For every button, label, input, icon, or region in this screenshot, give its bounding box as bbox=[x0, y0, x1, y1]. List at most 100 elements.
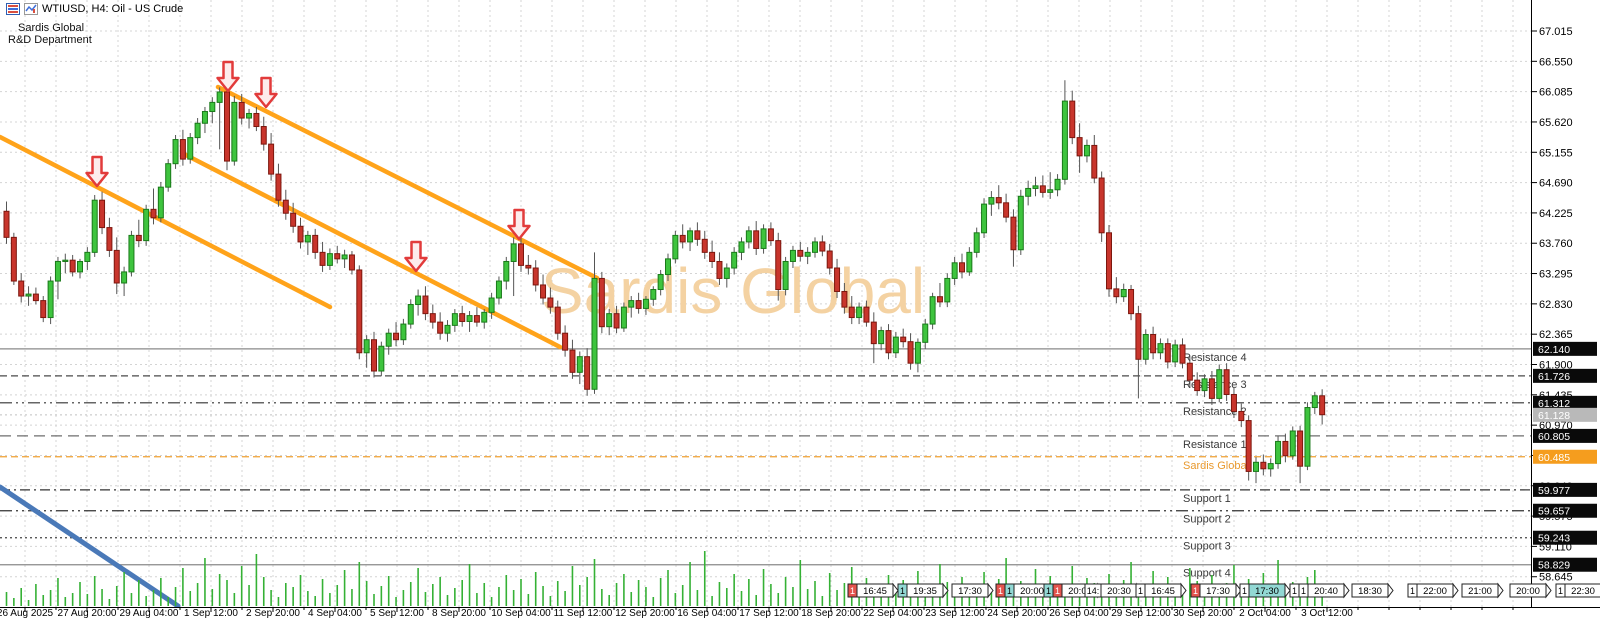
candle-body bbox=[650, 289, 657, 300]
candle-body bbox=[1098, 177, 1105, 234]
candle-body bbox=[143, 208, 150, 242]
candle-body bbox=[562, 332, 569, 351]
candle-body bbox=[32, 293, 39, 302]
orange-trendline-1[interactable] bbox=[215, 84, 600, 281]
candle-body bbox=[1260, 461, 1267, 470]
orange-trendline-0[interactable] bbox=[0, 134, 333, 310]
down-arrow-icon[interactable] bbox=[404, 240, 428, 273]
candle-body bbox=[62, 259, 69, 262]
price-level-value: 61.726 bbox=[1538, 371, 1570, 383]
date-label: 22 Sep 04:00 bbox=[863, 608, 923, 618]
candle-body bbox=[642, 298, 649, 309]
date-label: 11 Sep 12:00 bbox=[554, 608, 613, 618]
date-label: 8 Sep 20:00 bbox=[432, 608, 486, 618]
candle-body bbox=[422, 295, 429, 315]
date-label: 2 Sep 20:00 bbox=[246, 608, 300, 618]
candle-body bbox=[657, 274, 664, 291]
candle-body bbox=[238, 101, 245, 119]
candle-body bbox=[731, 251, 738, 269]
candle-body bbox=[99, 199, 106, 229]
time-flag[interactable]: 1 16:45 bbox=[1135, 582, 1187, 599]
svg-text:21:00: 21:00 bbox=[1468, 586, 1492, 597]
candle-body bbox=[157, 186, 164, 219]
candle-body bbox=[91, 199, 98, 253]
candle-body bbox=[407, 304, 414, 325]
price-tick-label: 66.085 bbox=[1539, 87, 1573, 99]
time-flag[interactable]: 20:00 bbox=[1509, 582, 1552, 599]
candle-body bbox=[341, 254, 348, 260]
time-flag[interactable]: 1 22:00 bbox=[1407, 582, 1459, 599]
price-level-value: 59.977 bbox=[1538, 485, 1570, 497]
candle-body bbox=[1194, 379, 1201, 392]
candle-body bbox=[1319, 395, 1326, 416]
candle-body bbox=[1245, 420, 1252, 472]
candle-body bbox=[1025, 187, 1032, 197]
time-axis-ticks: 26 Aug 2025 27 Aug 20:00 29 Aug 04:00 1 Sep… bbox=[0, 607, 1514, 618]
candle-body bbox=[856, 306, 863, 319]
sr-label: Resistance 2 bbox=[1183, 406, 1247, 418]
time-flag[interactable]: 17:30 bbox=[951, 582, 994, 599]
ohlc-table-icon[interactable] bbox=[6, 3, 20, 15]
candle-body bbox=[451, 313, 458, 326]
candle-body bbox=[584, 356, 591, 390]
candle-body bbox=[1223, 369, 1230, 395]
time-flag[interactable]: 1 16:45 bbox=[847, 582, 899, 599]
candle-body bbox=[1289, 430, 1296, 457]
candle-body bbox=[628, 300, 635, 308]
candle-body bbox=[415, 295, 422, 306]
svg-text:18:30: 18:30 bbox=[1358, 586, 1382, 597]
time-flag[interactable]: 21:00 bbox=[1461, 582, 1504, 599]
candle-body bbox=[988, 197, 995, 205]
svg-text:14:: 14: bbox=[1087, 586, 1100, 596]
chart-page-icon[interactable] bbox=[24, 3, 38, 15]
svg-text:17:30: 17:30 bbox=[1255, 586, 1279, 597]
candle-body bbox=[1282, 440, 1289, 457]
candle-body bbox=[569, 349, 576, 373]
candle-body bbox=[598, 277, 605, 328]
candle-body bbox=[532, 267, 539, 286]
down-arrow-icon[interactable] bbox=[507, 208, 531, 241]
down-arrow-icon[interactable] bbox=[85, 155, 109, 188]
time-flag[interactable]: 14: 20:30 bbox=[1084, 582, 1143, 599]
candle-body bbox=[900, 336, 907, 343]
date-label: 12 Sep 20:00 bbox=[615, 608, 675, 618]
candle-body bbox=[348, 254, 355, 271]
date-label: 4 Sep 04:00 bbox=[308, 608, 362, 618]
candle-body bbox=[606, 313, 613, 328]
bid-price-value: 61.128 bbox=[1538, 410, 1570, 422]
blue-trendline[interactable] bbox=[0, 484, 181, 609]
candle-body bbox=[1039, 185, 1046, 193]
time-flag[interactable]: 1 1 20:40 bbox=[1289, 582, 1350, 599]
time-flag[interactable]: 1 17:30 bbox=[1239, 582, 1291, 599]
candle-body bbox=[723, 267, 730, 279]
svg-text:1: 1 bbox=[1138, 586, 1143, 596]
candle-body bbox=[113, 249, 120, 284]
candle-body bbox=[1135, 313, 1142, 360]
price-tick-label: 64.225 bbox=[1539, 208, 1573, 220]
candle-body bbox=[69, 259, 76, 273]
candle-body bbox=[819, 241, 826, 252]
time-flag[interactable]: 1 17:30 bbox=[1190, 582, 1242, 599]
svg-text:22:00: 22:00 bbox=[1423, 586, 1447, 597]
price-tick-label: 66.550 bbox=[1539, 56, 1573, 68]
candle-body bbox=[121, 271, 128, 284]
candle-body bbox=[665, 258, 671, 276]
orange-trendline-2[interactable] bbox=[179, 150, 563, 350]
price-level-value: 59.243 bbox=[1538, 533, 1570, 545]
down-arrow-icon[interactable] bbox=[216, 60, 240, 93]
candle-body bbox=[1311, 395, 1318, 409]
time-flag[interactable]: 1 22:30 bbox=[1555, 583, 1600, 598]
price-tick-label: 61.900 bbox=[1539, 359, 1573, 371]
sr-label: Support 3 bbox=[1183, 541, 1231, 553]
candle-body bbox=[429, 313, 436, 323]
time-flag[interactable]: 1 1 20:00 bbox=[995, 582, 1056, 599]
down-arrow-icon[interactable] bbox=[254, 76, 278, 109]
time-flag[interactable]: 18:30 bbox=[1351, 582, 1394, 599]
time-flag[interactable]: 1 19:35 bbox=[897, 582, 949, 599]
svg-text:1: 1 bbox=[1055, 586, 1060, 596]
candle-body bbox=[135, 234, 142, 242]
date-label: 29 Sep 12:00 bbox=[1111, 608, 1171, 618]
candle-body bbox=[870, 321, 877, 345]
